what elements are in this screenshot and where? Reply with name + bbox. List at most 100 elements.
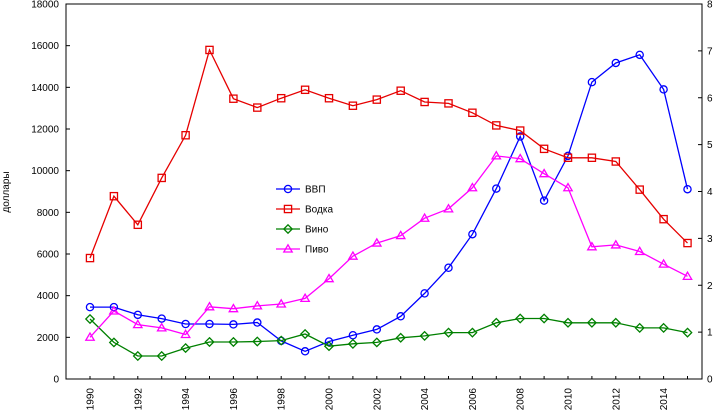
legend: ВВП Водка Вино Пиво	[276, 185, 333, 256]
data-point	[635, 50, 644, 60]
data-point	[299, 292, 311, 303]
legend-marker	[283, 184, 293, 194]
data-point	[634, 322, 645, 334]
data-point	[253, 103, 262, 112]
legend-label: ВВП	[305, 185, 326, 196]
data-point	[275, 298, 287, 308]
legend-item: ВВП	[276, 185, 326, 196]
data-point	[635, 185, 644, 194]
data-point	[108, 337, 120, 348]
data-point	[395, 230, 407, 240]
data-point	[492, 184, 501, 193]
series-3	[84, 313, 693, 362]
legend-item: Пиво	[276, 243, 329, 256]
data-point	[372, 95, 382, 104]
data-point	[180, 342, 191, 354]
data-point	[132, 319, 144, 329]
data-point	[324, 337, 334, 346]
data-point	[659, 214, 668, 224]
x-tick-label: 1990	[86, 388, 97, 411]
series-line	[90, 54, 689, 353]
data-point	[348, 101, 358, 110]
data-point	[133, 310, 143, 320]
legend-marker	[283, 204, 293, 214]
data-point	[634, 246, 646, 256]
data-point	[467, 327, 478, 338]
x-tick-label: 2002	[372, 388, 383, 411]
x-tick-label: 2008	[516, 388, 527, 411]
data-point	[276, 93, 286, 103]
y-axis-label: доллары	[1, 171, 12, 212]
x-tick-label: 2000	[325, 388, 336, 411]
left-tick-label: 18000	[31, 0, 59, 11]
data-point	[467, 182, 478, 192]
data-point	[515, 126, 525, 135]
data-point	[251, 300, 263, 310]
right-tick-label: 1	[707, 328, 713, 339]
legend-item: Водка	[276, 205, 333, 216]
data-point	[468, 108, 477, 118]
data-point	[492, 121, 501, 130]
data-point	[157, 173, 166, 183]
data-point	[539, 144, 549, 154]
data-point	[396, 86, 405, 95]
left-tick-label: 16000	[31, 41, 59, 52]
left-tick-label: 14000	[31, 83, 59, 94]
data-point	[610, 317, 621, 328]
data-point	[562, 182, 574, 192]
data-point	[205, 319, 214, 329]
data-point	[420, 97, 429, 107]
data-point	[538, 313, 550, 324]
series-line	[89, 317, 688, 357]
x-tick-label: 2012	[611, 388, 622, 411]
legend-marker	[282, 243, 294, 253]
data-point	[515, 132, 525, 141]
data-point	[132, 350, 143, 362]
data-point	[491, 317, 502, 328]
data-point	[156, 322, 168, 332]
series-2	[85, 45, 692, 263]
data-point	[658, 258, 669, 268]
x-tick-label: 2010	[564, 388, 575, 411]
data-point	[323, 273, 335, 283]
right-tick-label: 8	[707, 0, 713, 11]
data-point	[108, 305, 120, 315]
data-point	[563, 153, 573, 162]
data-point	[372, 325, 382, 334]
left-axis: 0 2000 4000 6000 8000 10000 12000 14000 16000 180…	[31, 0, 70, 386]
data-point	[610, 239, 622, 249]
data-point	[444, 99, 453, 108]
legend-label: Водка	[305, 205, 333, 216]
x-axis: 1990 1992 1994 1996 1998 2000 2002 2004 2006 2008…	[86, 376, 688, 410]
data-point	[85, 253, 95, 263]
data-point	[683, 238, 692, 248]
data-point	[611, 58, 621, 68]
data-point	[84, 331, 96, 341]
data-point	[252, 336, 263, 347]
data-point	[682, 270, 693, 280]
legend-item: Вино	[276, 223, 329, 236]
data-point	[205, 45, 214, 55]
data-point	[419, 212, 430, 222]
series-line	[89, 155, 688, 338]
data-point	[419, 330, 430, 341]
data-point	[683, 184, 692, 194]
data-point	[514, 153, 526, 163]
data-point	[324, 93, 334, 103]
data-point	[611, 157, 621, 166]
x-tick-label: 1994	[181, 388, 192, 411]
data-point	[181, 130, 190, 140]
data-point	[371, 337, 382, 348]
left-tick-label: 8000	[37, 208, 60, 219]
data-point	[444, 263, 453, 272]
data-point	[587, 153, 597, 162]
legend-label: Вино	[305, 225, 329, 236]
data-point	[323, 341, 335, 352]
data-point	[468, 229, 477, 239]
right-tick-label: 5	[707, 140, 713, 151]
data-point	[347, 250, 359, 260]
series-line	[89, 48, 688, 259]
data-point	[157, 314, 166, 323]
right-tick-label: 6	[707, 93, 713, 104]
data-point	[204, 301, 215, 311]
